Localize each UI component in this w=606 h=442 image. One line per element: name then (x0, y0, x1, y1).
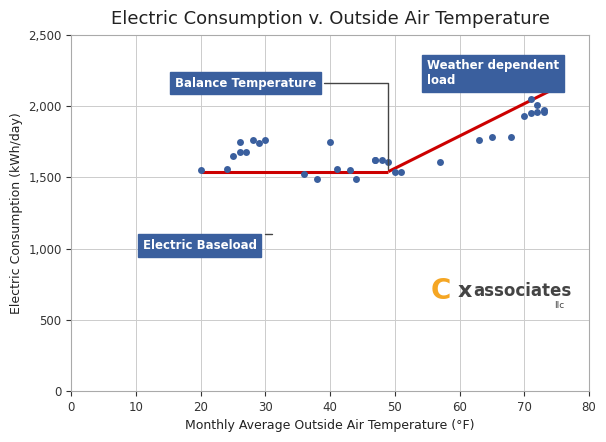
Point (235, 148, 244, 155)
Point (222, 165, 231, 172)
Point (390, 168, 400, 175)
Title: Electric Consumption v. Outside Air Temperature: Electric Consumption v. Outside Air Temp… (111, 10, 550, 28)
Point (507, 134, 516, 141)
Point (196, 167, 205, 174)
Point (532, 108, 542, 115)
Point (526, 110, 536, 117)
X-axis label: Monthly Average Outside Air Temperature (°F): Monthly Average Outside Air Temperature … (185, 419, 475, 432)
Text: x: x (458, 281, 472, 301)
Point (487, 134, 497, 141)
Point (377, 156, 387, 164)
Point (435, 158, 445, 165)
Point (371, 156, 381, 164)
Point (299, 171, 309, 178)
Point (331, 165, 341, 172)
Point (312, 175, 322, 182)
Point (325, 138, 335, 145)
Point (351, 175, 361, 182)
Text: C: C (431, 277, 451, 305)
Point (248, 137, 258, 144)
Point (532, 101, 542, 108)
Point (254, 140, 264, 147)
Point (261, 137, 270, 144)
Point (345, 167, 355, 174)
Point (235, 138, 244, 145)
Point (474, 137, 484, 144)
Text: associates: associates (473, 282, 571, 300)
Point (539, 107, 548, 114)
Text: Electric Baseload: Electric Baseload (142, 234, 272, 252)
Point (526, 95, 536, 103)
Text: Weather dependent
load: Weather dependent load (427, 59, 559, 89)
Point (241, 148, 251, 155)
Point (396, 168, 406, 175)
Point (228, 152, 238, 160)
Text: llc: llc (554, 301, 564, 310)
Point (384, 158, 393, 165)
Point (519, 113, 529, 120)
Y-axis label: Electric Consumption (kWh/day): Electric Consumption (kWh/day) (10, 112, 22, 314)
Point (371, 156, 381, 164)
Text: Balance Temperature: Balance Temperature (175, 77, 388, 169)
Point (539, 108, 548, 115)
